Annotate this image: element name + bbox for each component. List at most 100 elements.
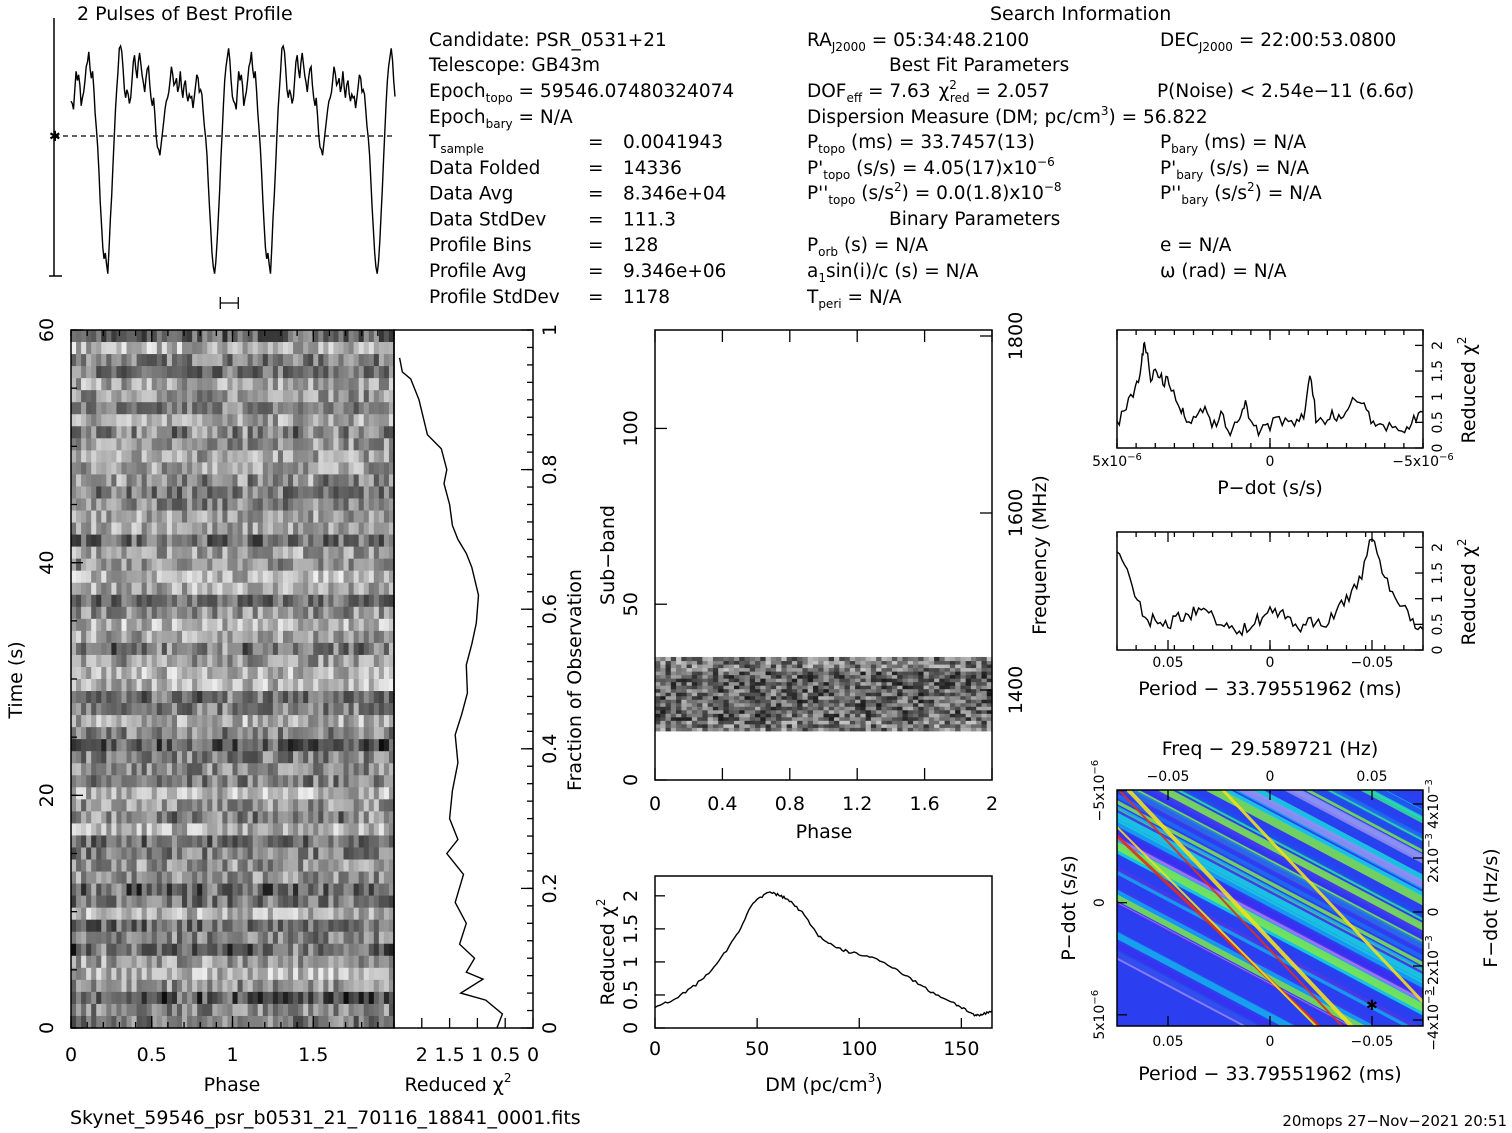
heatmap-cell: [96, 462, 102, 476]
heatmap-cell: [91, 835, 97, 849]
heatmap-cell: [71, 354, 77, 367]
heatmap-cell: [828, 706, 835, 711]
heatmap-cell: [353, 823, 360, 837]
heatmap-cell: [333, 498, 340, 512]
heatmap-cell: [723, 671, 730, 676]
heatmap-cell: [770, 671, 777, 676]
heatmap-cell: [146, 462, 153, 476]
heatmap-cell: [960, 702, 967, 707]
heatmap-cell: [81, 582, 87, 596]
heatmap-cell: [686, 685, 693, 690]
heatmap-cell: [126, 895, 133, 909]
heatmap-cell: [939, 727, 946, 732]
heatmap-cell: [106, 378, 112, 391]
heatmap-cell: [171, 498, 178, 512]
heatmap-cell: [262, 594, 269, 608]
heatmap-cell: [949, 685, 956, 690]
heatmap-cell: [293, 342, 299, 355]
heatmap-cell: [81, 642, 87, 656]
heatmap-cell: [902, 723, 909, 728]
heatmap-cell: [368, 366, 375, 379]
heatmap-cell: [272, 606, 279, 620]
heatmap-cell: [146, 666, 153, 680]
heatmap-cell: [171, 462, 178, 476]
heatmap-cell: [876, 695, 883, 700]
heatmap-cell: [262, 582, 269, 596]
heatmap-cell: [353, 462, 360, 476]
heatmap-cell: [728, 688, 735, 693]
heatmap-cell: [91, 342, 97, 355]
heatmap-cell: [965, 723, 972, 728]
heatmap-cell: [267, 811, 274, 825]
heatmap-cell: [76, 715, 82, 728]
heatmap-cell: [733, 685, 740, 690]
heatmap-cell: [146, 642, 153, 656]
heatmap-cell: [126, 594, 133, 608]
heatmap-cell: [86, 390, 92, 403]
heatmap-cell: [328, 402, 335, 415]
heatmap-cell: [247, 414, 254, 427]
pdtopo-line: P'topo (s/s) = 4.05(17)x10−6: [807, 155, 1055, 182]
heatmap-cell: [252, 955, 259, 969]
heatmap-cell: [187, 654, 193, 668]
heatmap-cell: [970, 695, 977, 700]
heatmap-cell: [136, 666, 143, 680]
heatmap-cell: [106, 558, 112, 572]
heatmap-cell: [187, 342, 193, 355]
heatmap-cell: [161, 498, 168, 512]
heatmap-cell: [136, 775, 143, 788]
heatmap-cell: [217, 859, 224, 873]
heatmap-cell: [126, 907, 133, 921]
heatmap-cell: [383, 727, 390, 740]
heatmap-cell: [697, 709, 703, 714]
heatmap-cell: [965, 695, 972, 700]
heatmap-cell: [373, 486, 380, 500]
heatmap-cell: [76, 967, 82, 981]
heatmap-cell: [197, 546, 203, 560]
heatmap-cell: [744, 706, 751, 711]
heatmap-cell: [358, 955, 365, 969]
heatmap-cell: [348, 390, 355, 403]
heatmap-cell: [303, 883, 309, 897]
heatmap-cell: [293, 859, 299, 873]
heatmap-cell: [131, 787, 138, 800]
heatmap-cell: [141, 919, 148, 933]
heatmap-cell: [303, 703, 309, 716]
heatmap-cell: [944, 688, 951, 693]
heatmap-cell: [303, 438, 309, 451]
heatmap-cell: [252, 630, 259, 644]
heatmap-cell: [257, 691, 264, 704]
heatmap-cell: [151, 330, 158, 343]
heatmap-cell: [86, 450, 92, 463]
heatmap-cell: [187, 450, 193, 463]
heatmap-cell: [86, 330, 92, 343]
heatmap-cell: [343, 498, 350, 512]
heatmap-cell: [96, 390, 102, 403]
heatmap-cell: [328, 679, 335, 692]
heatmap-cell: [146, 775, 153, 788]
heatmap-cell: [227, 570, 234, 584]
heatmap-cell: [277, 955, 284, 969]
info-row-value: 14336: [623, 158, 682, 179]
heatmap-cell: [363, 967, 370, 981]
heatmap-cell: [71, 666, 77, 680]
heatmap-cell: [786, 688, 793, 693]
heatmap-cell: [378, 871, 385, 885]
heatmap-cell: [91, 955, 97, 969]
heatmap-cell: [976, 674, 983, 679]
heatmap-cell: [166, 811, 173, 825]
heatmap-cell: [272, 751, 279, 764]
heatmap-cell: [744, 681, 751, 686]
heatmap-cell: [328, 727, 335, 740]
heatmap-cell: [131, 823, 138, 837]
heatmap-cell: [71, 594, 77, 608]
heatmap-cell: [217, 727, 224, 740]
heatmap-cell: [373, 715, 380, 728]
heatmap-cell: [358, 763, 365, 776]
heatmap-cell: [141, 630, 148, 644]
heatmap-cell: [712, 723, 719, 728]
heatmap-cell: [267, 654, 274, 668]
info-row-equals: =: [588, 132, 604, 153]
heatmap-cell: [166, 498, 173, 512]
heatmap-cell: [918, 706, 925, 711]
